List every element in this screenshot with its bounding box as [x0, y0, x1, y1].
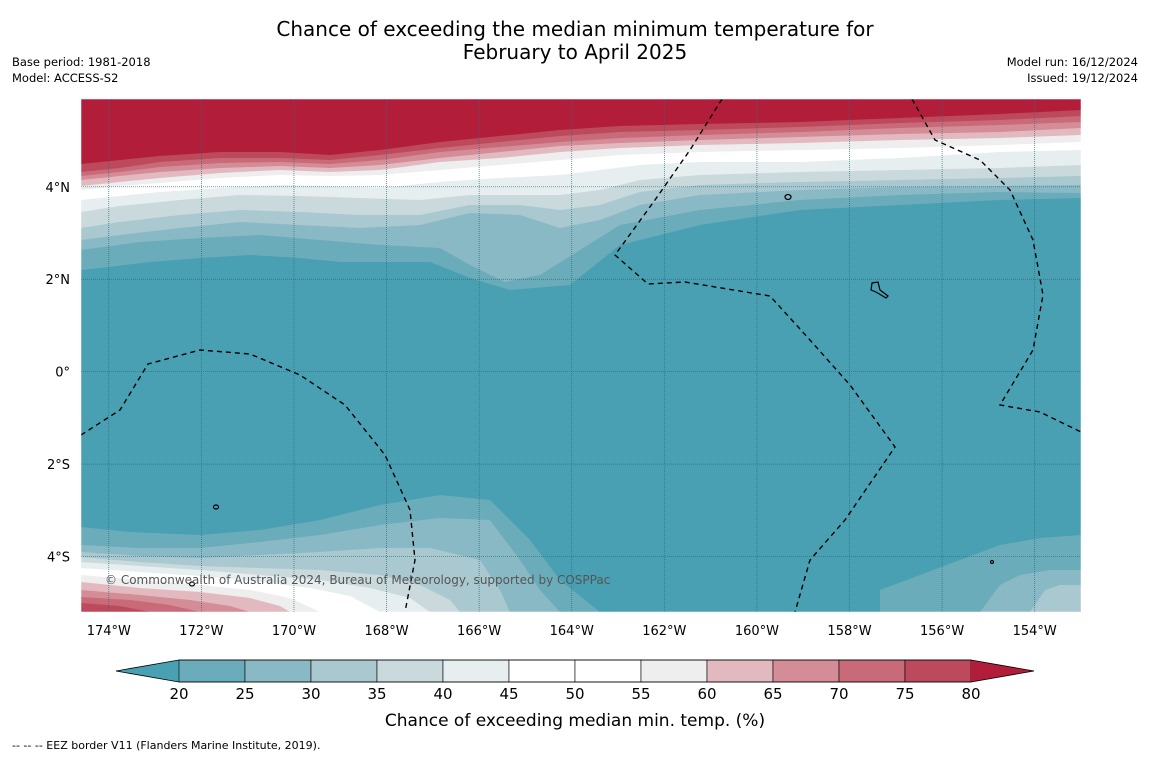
- colorbar-tick-label: 80: [961, 685, 980, 703]
- colorbar-segment: [640, 659, 708, 683]
- lat-tick-label: 2°N: [46, 273, 71, 288]
- longitude-labels: 174°W 172°W 170°W 168°W 166°W 164°W 162°W 160°W…: [87, 624, 1057, 639]
- colorbar-segment: [442, 659, 510, 683]
- lon-tick-label: 162°W: [642, 624, 686, 639]
- eez-borders: [81, 99, 1081, 612]
- footnote: -- -- -- EEZ border V11 (Flanders Marine…: [12, 739, 321, 752]
- contour-north-over: [81, 99, 1081, 164]
- colorbar-segment: [310, 659, 378, 683]
- colorbar-labels: 20 25 30 35 40 45 50 55 60 65 70 75 80: [169, 685, 980, 703]
- island-d: [188, 581, 196, 587]
- lat-tick-label: 0°: [55, 366, 70, 381]
- title-line-2: February to April 2025: [462, 40, 688, 64]
- graticule: [81, 99, 1081, 612]
- lon-tick-label: 172°W: [179, 624, 223, 639]
- colorbar-tick-label: 35: [367, 685, 386, 703]
- colorbar-segment: [904, 659, 972, 683]
- lon-tick-label: 174°W: [87, 624, 131, 639]
- lon-tick-label: 156°W: [920, 624, 964, 639]
- island-c: [212, 504, 220, 510]
- colorbar-segment: [706, 659, 774, 683]
- eez-border-east: [911, 99, 1081, 433]
- contour-south-80: [81, 603, 150, 612]
- lon-tick-label: 160°W: [735, 624, 779, 639]
- colorbar-tick-label: 30: [301, 685, 320, 703]
- colorbar: 20 25 30 35 40 45 50 55 60 65 70 75 80 Chance of exc…: [115, 659, 1035, 731]
- colorbar-segment: [838, 659, 906, 683]
- copyright-text: © Commonwealth of Australia 2024, Bureau…: [105, 573, 610, 587]
- colorbar-tick-label: 20: [169, 685, 188, 703]
- model-run-text: Model run: 16/12/2024: [1006, 55, 1138, 69]
- colorbar-over-arrow: [971, 660, 1034, 682]
- colorbar-segment: [376, 659, 444, 683]
- colorbar-tick-label: 70: [829, 685, 848, 703]
- eez-border-west: [81, 349, 416, 612]
- colorbar-tick-label: 40: [433, 685, 452, 703]
- colorbar-tick-label: 65: [763, 685, 782, 703]
- island-a: [784, 193, 792, 201]
- colorbar-segment: [574, 659, 642, 683]
- colorbar-outline: [115, 659, 1035, 683]
- colorbar-under-arrow: [116, 660, 179, 682]
- islands: [188, 193, 995, 587]
- contour-southeast-40: [1030, 585, 1081, 612]
- colorbar-segment: [244, 659, 312, 683]
- lon-tick-label: 170°W: [272, 624, 316, 639]
- model-text: Model: ACCESS-S2: [12, 71, 119, 85]
- colorbar-tick-label: 45: [499, 685, 518, 703]
- lon-tick-label: 164°W: [550, 624, 594, 639]
- issued-text: Issued: 19/12/2024: [1027, 71, 1138, 85]
- colorbar-tick-label: 25: [235, 685, 254, 703]
- lat-tick-label: 2°S: [47, 458, 70, 473]
- colorbar-tick-label: 55: [631, 685, 650, 703]
- map-title: Chance of exceeding the median minimum t…: [0, 18, 1150, 64]
- island-e: [989, 559, 995, 565]
- title-line-1: Chance of exceeding the median minimum t…: [276, 17, 874, 41]
- colorbar-tick-label: 60: [697, 685, 716, 703]
- lon-tick-label: 166°W: [457, 624, 501, 639]
- meta-left: Base period: 1981-2018 Model: ACCESS-S2: [12, 54, 151, 86]
- lat-tick-label: 4°S: [47, 551, 70, 566]
- lat-tick-label: 4°N: [46, 181, 71, 196]
- eez-border-north: [614, 99, 896, 612]
- colorbar-segment: [508, 659, 576, 683]
- lon-tick-label: 168°W: [364, 624, 408, 639]
- island-b: [870, 281, 889, 299]
- lon-tick-label: 154°W: [1013, 624, 1057, 639]
- lon-tick-label: 158°W: [827, 624, 871, 639]
- colorbar-segment: [178, 659, 246, 683]
- map-frame: [80, 98, 1082, 613]
- colorbar-title: Chance of exceeding median min. temp. (%…: [385, 711, 765, 731]
- latitude-labels: 4°N 2°N 0° 2°S 4°S: [46, 181, 71, 566]
- meta-right: Model run: 16/12/2024 Issued: 19/12/2024: [1007, 54, 1138, 86]
- base-period-text: Base period: 1981-2018: [12, 55, 151, 69]
- colorbar-segment: [772, 659, 840, 683]
- map-area: © Commonwealth of Australia 2024, Bureau…: [81, 99, 1081, 612]
- colorbar-tick-label: 75: [895, 685, 914, 703]
- colorbar-segments: [178, 659, 972, 683]
- colorbar-tick-label: 50: [565, 685, 584, 703]
